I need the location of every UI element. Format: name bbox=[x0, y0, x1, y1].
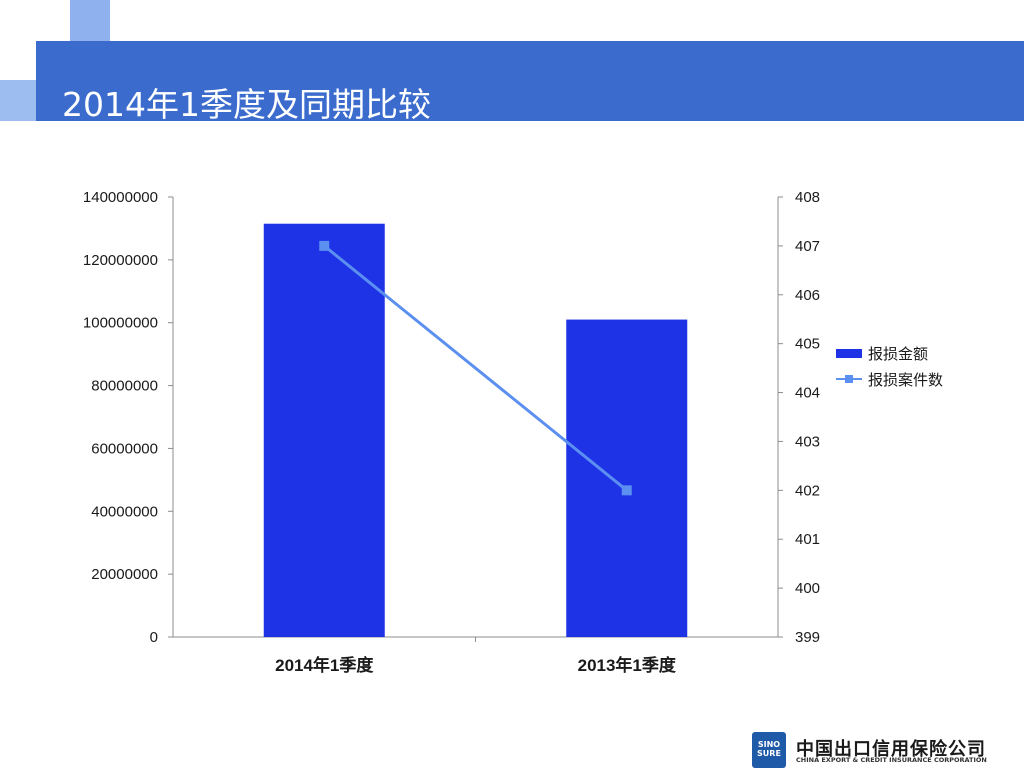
title-band bbox=[36, 41, 1024, 121]
left-tick-label: 0 bbox=[150, 629, 158, 646]
right-tick-label: 408 bbox=[795, 189, 820, 206]
legend-line-swatch bbox=[836, 372, 862, 386]
legend-bar-label: 报损金额 bbox=[868, 344, 929, 363]
x-tick-label: 2013年1季度 bbox=[578, 655, 677, 675]
left-tick-label: 40000000 bbox=[91, 503, 158, 520]
line-path bbox=[323, 244, 628, 492]
logo-name-cn: 中国出口信用保险公司 bbox=[796, 739, 986, 760]
left-tick-label: 60000000 bbox=[91, 440, 158, 457]
left-tick-label: 80000000 bbox=[91, 378, 158, 395]
bar-series bbox=[263, 223, 688, 637]
right-tick-label: 404 bbox=[795, 385, 820, 402]
line-marker bbox=[621, 485, 632, 496]
bar bbox=[263, 223, 385, 637]
left-tick-label: 20000000 bbox=[91, 566, 158, 583]
legend-item-line: 报损案件数 bbox=[836, 366, 943, 392]
right-tick-label: 400 bbox=[795, 580, 820, 597]
right-tick-label: 405 bbox=[795, 336, 820, 353]
right-tick-label: 399 bbox=[795, 629, 820, 646]
left-tick-label: 120000000 bbox=[83, 252, 158, 269]
company-logo: SINO SURE 中国出口信用保险公司 CHINA EXPORT & CREDI… bbox=[752, 732, 992, 768]
slide-title: 2014年1季度及同期比较 bbox=[62, 85, 431, 124]
logo-name-en: CHINA EXPORT & CREDIT INSURANCE CORPORAT… bbox=[796, 756, 987, 764]
chart-axes bbox=[168, 196, 783, 642]
logo-badge: SINO SURE bbox=[752, 732, 786, 768]
legend-item-bar: 报损金额 bbox=[836, 340, 943, 366]
left-tick-label: 100000000 bbox=[83, 315, 158, 332]
line-marker bbox=[319, 240, 330, 251]
legend-bar-swatch bbox=[836, 348, 862, 358]
right-tick-label: 406 bbox=[795, 287, 820, 304]
right-tick-label: 401 bbox=[795, 531, 820, 548]
left-tick-label: 140000000 bbox=[83, 189, 158, 206]
x-tick-label: 2014年1季度 bbox=[275, 655, 374, 675]
line-series bbox=[319, 240, 632, 496]
right-tick-label: 402 bbox=[795, 482, 820, 499]
right-tick-label: 403 bbox=[795, 433, 820, 450]
legend-line-label: 报损案件数 bbox=[868, 370, 944, 389]
chart-legend: 报损金额 报损案件数 bbox=[836, 340, 943, 392]
axis-labels: 0 20000000 40000000 60000000 80000000 1000000… bbox=[83, 189, 820, 675]
right-tick-label: 407 bbox=[795, 238, 820, 255]
bar bbox=[566, 319, 688, 637]
